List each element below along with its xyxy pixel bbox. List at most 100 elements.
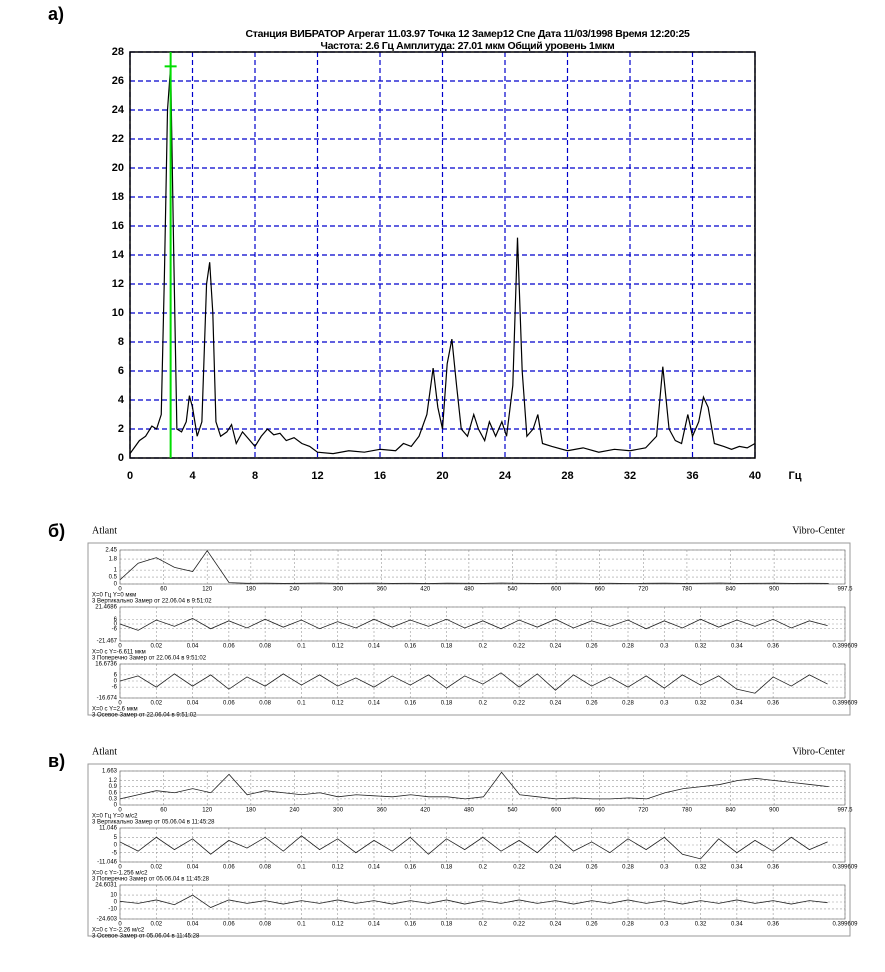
x-tick-label: 0.26 <box>586 701 598 707</box>
x-tick-label: 0.1 <box>297 701 306 707</box>
footer-text: X=0 с Y=-2.26 м/с2 <box>92 928 145 934</box>
x-tick-label: 0.34 <box>731 922 743 928</box>
x-tick-label: 0.18 <box>441 922 453 928</box>
x-tick-label: 0.34 <box>731 865 743 871</box>
y-tick-label: 4 <box>118 394 125 406</box>
plot-frame <box>119 549 846 585</box>
x-tick-label: 32 <box>624 470 636 482</box>
y-tick-label: -5 <box>112 850 118 856</box>
x-tick-label: 0.14 <box>368 922 380 928</box>
x-tick-label: 180 <box>246 587 257 593</box>
footer-text: X=0 Гц Y=0 мкм <box>92 593 136 599</box>
x-tick-label: 0.14 <box>368 644 380 650</box>
footer-text: X=0 с Y=-1.256 м/с2 <box>92 871 148 877</box>
panel-label: а) <box>48 4 64 24</box>
y-tick-label: 0 <box>114 679 118 685</box>
x-tick-label: 600 <box>551 587 562 593</box>
x-tick-label: 0.08 <box>259 644 271 650</box>
footer-text: 3 Вертикально Замер от 05.06.04 в 11:45:… <box>92 820 215 826</box>
y-tick-label: -6 <box>112 685 118 691</box>
series-line <box>129 66 756 455</box>
y-tick-label: 2 <box>118 423 124 435</box>
x-tick-label: 0.12 <box>332 644 344 650</box>
x-tick-label: 60 <box>160 808 167 814</box>
y-tick-label: -16.674 <box>97 696 118 702</box>
x-tick-label: 0.2 <box>479 922 488 928</box>
x-tick-label: 0.16 <box>404 701 416 707</box>
x-tick-label: 660 <box>595 587 606 593</box>
y-tick-label: 6 <box>114 617 118 623</box>
x-tick-label: 0 <box>118 922 122 928</box>
y-tick-label: -10 <box>108 906 117 912</box>
x-tick-label: 780 <box>682 587 693 593</box>
panel-label: б) <box>48 521 65 541</box>
x-tick-label: 0.04 <box>187 701 199 707</box>
header-left: Atlant <box>92 746 117 757</box>
footer-text: X=0 с Y=-6.611 мкм <box>92 650 146 656</box>
panel-label: в) <box>48 751 65 771</box>
x-tick-label: 0.12 <box>332 922 344 928</box>
x-tick-label: 780 <box>682 808 693 814</box>
plot-frame <box>119 884 846 920</box>
series-line <box>119 618 828 631</box>
y-tick-label: -24.603 <box>97 917 118 923</box>
x-tick-label: 0.04 <box>187 865 199 871</box>
x-axis-label: Гц <box>789 470 802 482</box>
y-tick-label: 0.3 <box>109 796 118 802</box>
x-tick-label: 0.36 <box>767 865 779 871</box>
x-tick-label: 0.399609 <box>832 644 858 650</box>
x-tick-label: 540 <box>507 587 518 593</box>
x-tick-label: 0.08 <box>259 865 271 871</box>
x-tick-label: 0.16 <box>404 922 416 928</box>
series-line <box>119 835 828 860</box>
x-tick-label: 0 <box>118 701 122 707</box>
footer-text: 3 Поперечно Замер от 05.06.04 в 11:45:28 <box>92 877 210 883</box>
x-tick-label: 0.08 <box>259 922 271 928</box>
x-tick-label: 36 <box>686 470 698 482</box>
x-tick-label: 20 <box>436 470 448 482</box>
x-tick-label: 0.34 <box>731 644 743 650</box>
x-tick-label: 0.08 <box>259 701 271 707</box>
x-tick-label: 0.26 <box>586 922 598 928</box>
y-tick-label: 16 <box>112 220 124 232</box>
x-tick-label: 0.22 <box>513 644 525 650</box>
x-tick-label: 0.02 <box>150 644 162 650</box>
x-tick-label: 12 <box>311 470 323 482</box>
x-tick-label: 300 <box>333 808 344 814</box>
y-tick-label: 1.2 <box>109 778 118 784</box>
x-tick-label: 0.1 <box>297 922 306 928</box>
x-tick-label: 0.12 <box>332 865 344 871</box>
x-tick-label: 300 <box>333 587 344 593</box>
y-tick-label: 0 <box>118 452 124 464</box>
x-tick-label: 0 <box>118 865 122 871</box>
x-tick-label: 360 <box>377 587 388 593</box>
x-tick-label: 480 <box>464 587 475 593</box>
chart-subtitle: Частота: 2.6 Гц Амплитуда: 27.01 мкм Общ… <box>321 40 615 52</box>
footer-text: 3 Вертикально Замер от 22.06.04 в 9:51:0… <box>92 599 212 605</box>
x-tick-label: 900 <box>769 587 780 593</box>
y-tick-label: 6 <box>114 672 118 678</box>
x-tick-label: 0.28 <box>622 701 634 707</box>
x-tick-label: 660 <box>595 808 606 814</box>
x-tick-label: 0.2 <box>479 644 488 650</box>
y-tick-label: 0 <box>114 582 118 588</box>
y-tick-label: 1.8 <box>109 557 118 563</box>
x-tick-label: 0.16 <box>404 865 416 871</box>
y-tick-label: -6 <box>112 626 118 632</box>
x-tick-label: 0.28 <box>622 922 634 928</box>
x-tick-label: 0.32 <box>695 644 707 650</box>
y-tick-label: 10 <box>110 893 117 899</box>
y-tick-label: 18 <box>112 191 124 203</box>
y-tick-label: 20 <box>112 162 124 174</box>
x-tick-label: 0.18 <box>441 701 453 707</box>
x-tick-label: 0.36 <box>767 644 779 650</box>
panel-frame <box>87 763 851 937</box>
x-tick-label: 0.12 <box>332 701 344 707</box>
x-tick-label: 0.26 <box>586 644 598 650</box>
x-tick-label: 0 <box>118 644 122 650</box>
footer-text: X=0 Гц Y=0 м/с2 <box>92 814 138 820</box>
series-line <box>119 894 828 908</box>
x-tick-label: 0.3 <box>660 922 669 928</box>
x-tick-label: 0 <box>118 587 122 593</box>
